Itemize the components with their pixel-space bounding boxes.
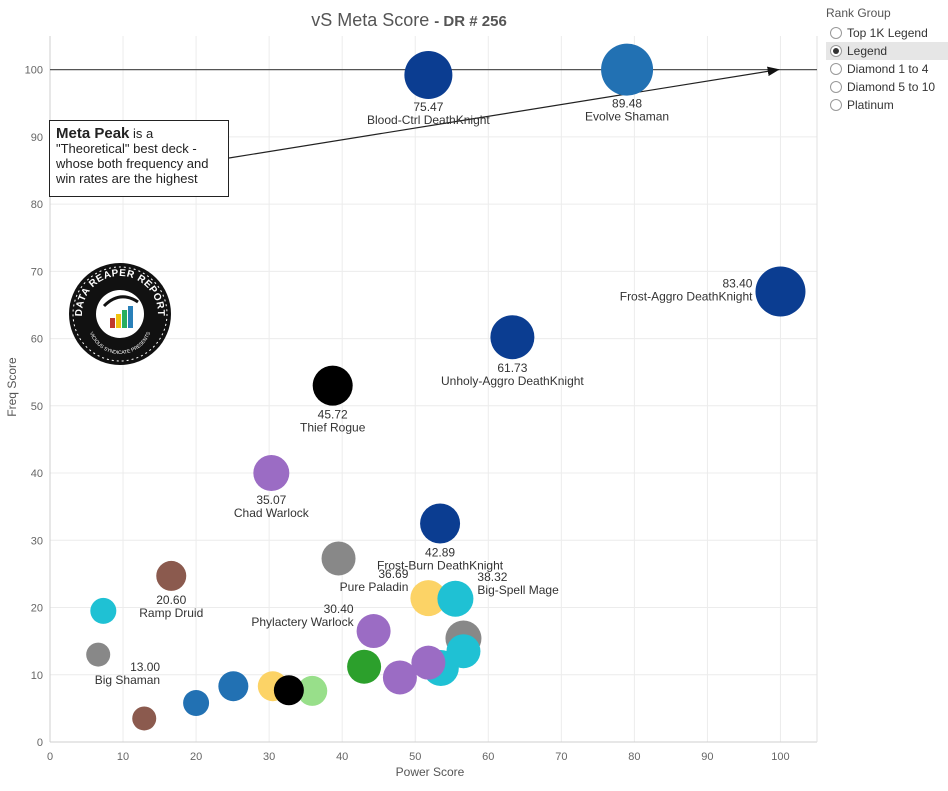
bubble-warlock	[382, 660, 417, 695]
bubble-shaman	[183, 690, 210, 717]
data-label-value: 42.89	[425, 545, 455, 559]
x-axis-label: Power Score	[395, 765, 465, 779]
radio-selected-icon[interactable]	[830, 45, 842, 57]
y-tick-label: 90	[31, 132, 43, 144]
data-label-value: 75.47	[413, 100, 443, 114]
data-label-name: Ramp Druid	[139, 606, 203, 620]
bubble-rogue	[273, 675, 304, 706]
bubble-druid	[132, 706, 157, 731]
y-tick-label: 80	[31, 199, 43, 211]
data-label-name: Pure Paladin	[340, 580, 409, 594]
data-label-name: Frost-Aggro DeathKnight	[620, 290, 753, 304]
data-label-name: Blood-Ctrl DeathKnight	[367, 113, 490, 127]
legend-item-label: Legend	[847, 44, 888, 58]
y-axis-label: Freq Score	[5, 357, 19, 417]
data-label-value: 30.40	[324, 602, 354, 616]
data-reaper-logo: DATA REAPER REPORT VICIOUS SYNDICATE PRE…	[69, 263, 171, 365]
data-label-name: Evolve Shaman	[585, 110, 669, 124]
bubble-warlock	[356, 614, 391, 649]
data-label-name: Big Shaman	[95, 673, 160, 687]
data-label-value: 36.69	[378, 567, 408, 581]
bubble-warlock	[253, 455, 290, 492]
bubble-shaman	[218, 671, 249, 702]
legend-item-top-1k-legend[interactable]: Top 1K Legend	[826, 24, 948, 42]
y-tick-label: 20	[31, 603, 43, 615]
legend-item-label: Top 1K Legend	[847, 26, 928, 40]
data-label-value: 20.60	[156, 593, 186, 607]
x-tick-label: 0	[47, 751, 53, 763]
legend-item-legend[interactable]: Legend	[826, 42, 948, 60]
x-tick-label: 70	[555, 751, 567, 763]
data-label-value: 61.73	[497, 361, 527, 375]
x-tick-label: 20	[190, 751, 202, 763]
data-label-name: Thief Rogue	[300, 421, 366, 435]
chart-title: vS Meta Score - DR # 256	[311, 10, 507, 30]
bubble-priest	[86, 642, 111, 667]
bubble-hunter	[347, 649, 382, 684]
y-tick-label: 30	[31, 535, 43, 547]
data-label-name: Big-Spell Mage	[477, 583, 559, 597]
data-label-name: Chad Warlock	[234, 506, 310, 520]
x-tick-label: 100	[771, 751, 789, 763]
chart-title-main: vS Meta Score	[311, 10, 430, 30]
y-tick-label: 40	[31, 468, 43, 480]
bubble-mage	[446, 634, 481, 669]
y-tick-label: 0	[37, 737, 43, 749]
bubble-shaman	[601, 43, 654, 96]
y-tick-label: 50	[31, 401, 43, 413]
data-label-name: Unholy-Aggro DeathKnight	[441, 374, 584, 388]
bubble-rogue	[312, 365, 353, 406]
data-label-name: Frost-Burn DeathKnight	[377, 558, 504, 572]
y-tick-label: 60	[31, 334, 43, 346]
legend-title: Rank Group	[826, 6, 891, 20]
x-tick-label: 50	[409, 751, 421, 763]
bubble-demonhunter	[297, 675, 328, 706]
meta-peak-annotation: Meta Peak is a "Theoretical" best deck -…	[49, 120, 229, 197]
bubble-deathknight	[420, 503, 461, 544]
bubble-paladin	[410, 580, 447, 617]
data-label-value: 83.40	[722, 277, 752, 291]
radio-icon[interactable]	[830, 81, 842, 93]
bubble-warlock	[411, 645, 446, 680]
radio-icon[interactable]	[830, 27, 842, 39]
x-tick-label: 40	[336, 751, 348, 763]
x-tick-label: 10	[117, 751, 129, 763]
legend-item-platinum[interactable]: Platinum	[826, 96, 948, 114]
bubble-deathknight	[755, 266, 806, 317]
chart-title-sub: DR # 256	[443, 13, 507, 30]
legend-item-diamond-5-to-10[interactable]: Diamond 5 to 10	[826, 78, 948, 96]
y-tick-label: 100	[25, 65, 43, 77]
bubble-deathknight	[490, 315, 535, 360]
x-tick-label: 90	[701, 751, 713, 763]
radio-icon[interactable]	[830, 63, 842, 75]
legend-item-label: Diamond 1 to 4	[847, 62, 929, 76]
data-label-value: 89.48	[612, 97, 642, 111]
x-tick-label: 80	[628, 751, 640, 763]
data-label-value: 45.72	[318, 408, 348, 422]
annotation-bold: Meta Peak	[56, 125, 130, 142]
y-tick-label: 70	[31, 266, 43, 278]
legend-item-label: Platinum	[847, 98, 894, 112]
x-tick-label: 30	[263, 751, 275, 763]
y-tick-label: 10	[31, 670, 43, 682]
legend-item-diamond-1-to-4[interactable]: Diamond 1 to 4	[826, 60, 948, 78]
data-label-value: 35.07	[256, 493, 286, 507]
data-label-value: 38.32	[477, 570, 507, 584]
data-label-value: 13.00	[130, 660, 160, 674]
data-label-name: Phylactery Warlock	[251, 615, 354, 629]
radio-icon[interactable]	[830, 99, 842, 111]
bubble-druid	[156, 560, 187, 591]
meta-peak-arrow	[228, 66, 780, 159]
bubble-priest	[321, 541, 356, 576]
annotation-text: is a "Theoretical" best deck - whose bot…	[56, 126, 209, 186]
rank-group-legend: Rank Group Top 1K Legend Legend Diamond …	[826, 6, 948, 114]
bubble-mage	[437, 580, 474, 617]
x-tick-label: 60	[482, 751, 494, 763]
bubble-mage	[90, 597, 117, 624]
bubble-deathknight	[404, 50, 453, 99]
legend-item-label: Diamond 5 to 10	[847, 80, 936, 94]
